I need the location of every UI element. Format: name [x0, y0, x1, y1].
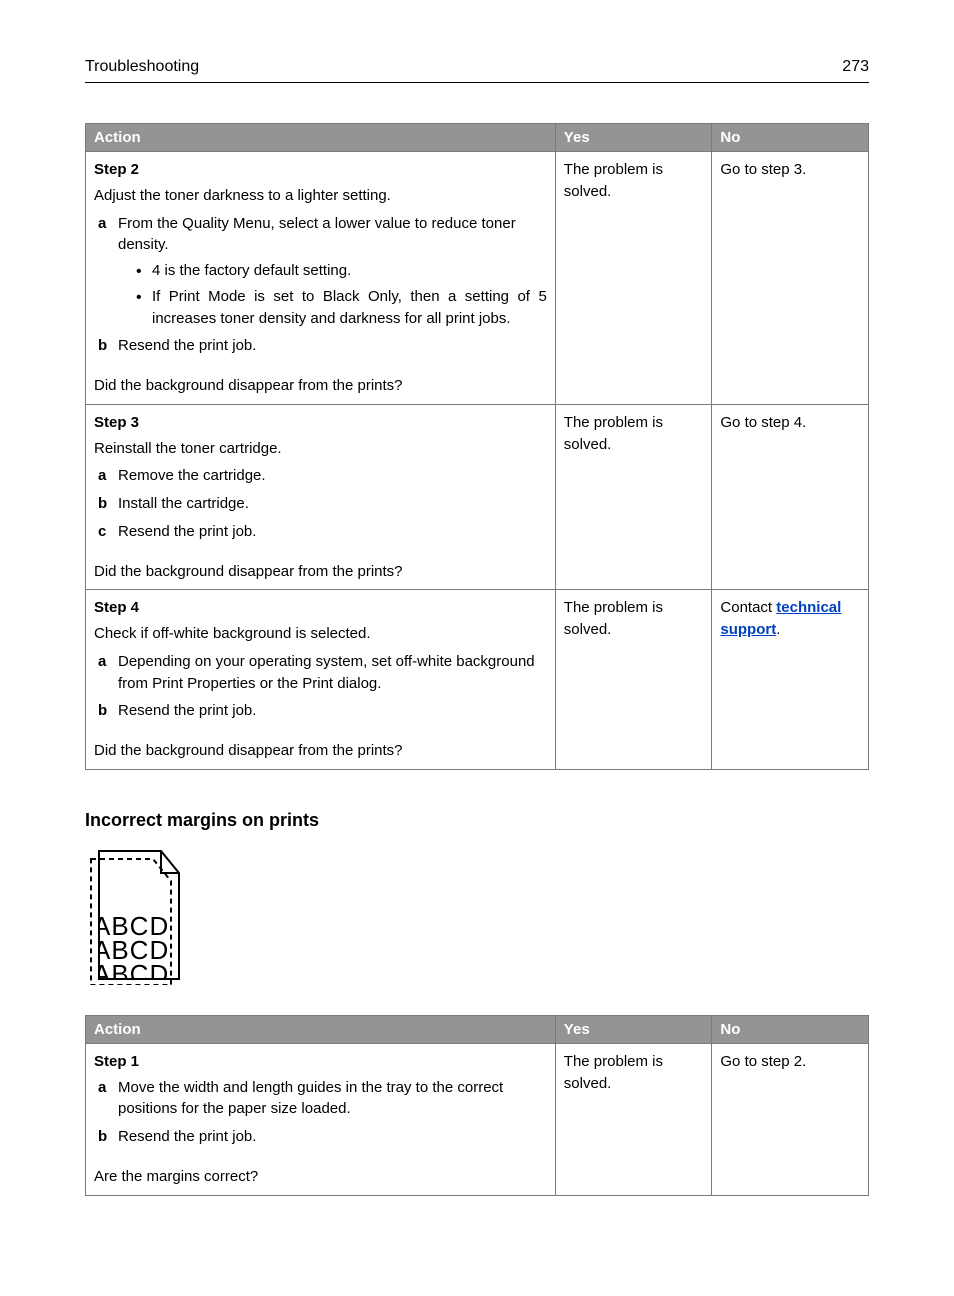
bullet-item: 4 is the factory default setting. [136, 260, 547, 282]
margins-diagram: ABCD ABCD ABCD [87, 845, 187, 985]
no-cell: Go to step 4. [712, 404, 869, 590]
list-text: From the Quality Menu, select a lower va… [118, 215, 516, 254]
column-header-yes: Yes [555, 1015, 712, 1043]
no-prefix: Contact [720, 599, 776, 616]
list-item: b Resend the print job. [94, 1126, 547, 1148]
no-cell: Go to step 3. [712, 152, 869, 405]
list-item: a Move the width and length guides in th… [94, 1077, 547, 1121]
step-question: Are the margins correct? [94, 1166, 547, 1188]
step-list: a Move the width and length guides in th… [94, 1077, 547, 1148]
list-marker: b [98, 1126, 107, 1148]
column-header-yes: Yes [555, 124, 712, 152]
section-heading: Incorrect margins on prints [85, 810, 869, 831]
list-marker: a [98, 651, 106, 673]
section-title: Troubleshooting [85, 58, 199, 76]
list-item: b Install the cartridge. [94, 493, 547, 515]
step-title: Step 4 [94, 597, 547, 619]
yes-cell: The problem is solved. [555, 1043, 712, 1195]
list-marker: c [98, 521, 106, 543]
step-title: Step 3 [94, 412, 547, 434]
step-list: a From the Quality Menu, select a lower … [94, 213, 547, 358]
list-text: Resend the print job. [118, 337, 256, 354]
list-item: a From the Quality Menu, select a lower … [94, 213, 547, 330]
troubleshooting-table-2: Action Yes No Step 1 a Move the width an… [85, 1015, 869, 1196]
table-row: Step 2 Adjust the toner darkness to a li… [86, 152, 869, 405]
list-text: Resend the print job. [118, 1128, 256, 1145]
list-item: b Resend the print job. [94, 700, 547, 722]
step-intro: Reinstall the toner cartridge. [94, 438, 547, 460]
step-intro: Check if off-white background is selecte… [94, 623, 547, 645]
page-header: Troubleshooting 273 [85, 58, 869, 83]
yes-cell: The problem is solved. [555, 152, 712, 405]
list-marker: b [98, 493, 107, 515]
list-item: a Depending on your operating system, se… [94, 651, 547, 695]
troubleshooting-table-1: Action Yes No Step 2 Adjust the toner da… [85, 123, 869, 770]
table-row: Step 3 Reinstall the toner cartridge. a … [86, 404, 869, 590]
column-header-no: No [712, 124, 869, 152]
list-item: c Resend the print job. [94, 521, 547, 543]
step-list: a Depending on your operating system, se… [94, 651, 547, 722]
step-question: Did the background disappear from the pr… [94, 740, 547, 762]
list-marker: a [98, 213, 106, 235]
step-intro: Adjust the toner darkness to a lighter s… [94, 185, 547, 207]
list-marker: b [98, 700, 107, 722]
list-marker: a [98, 465, 106, 487]
action-cell: Step 2 Adjust the toner darkness to a li… [86, 152, 556, 405]
step-list: a Remove the cartridge. b Install the ca… [94, 465, 547, 542]
column-header-no: No [712, 1015, 869, 1043]
yes-cell: The problem is solved. [555, 404, 712, 590]
list-marker: a [98, 1077, 106, 1099]
list-item: a Remove the cartridge. [94, 465, 547, 487]
bullet-list: 4 is the factory default setting. If Pri… [118, 260, 547, 329]
no-cell: Contact technical support. [712, 590, 869, 770]
step-title: Step 2 [94, 159, 547, 181]
list-marker: b [98, 335, 107, 357]
list-text: Move the width and length guides in the … [118, 1079, 503, 1118]
table-row: Step 1 a Move the width and length guide… [86, 1043, 869, 1195]
action-cell: Step 3 Reinstall the toner cartridge. a … [86, 404, 556, 590]
page-container: Troubleshooting 273 Action Yes No Step 2… [0, 0, 954, 1296]
list-text: Resend the print job. [118, 702, 256, 719]
yes-cell: The problem is solved. [555, 590, 712, 770]
table-row: Step 4 Check if off-white background is … [86, 590, 869, 770]
list-text: Depending on your operating system, set … [118, 653, 535, 692]
action-cell: Step 4 Check if off-white background is … [86, 590, 556, 770]
action-cell: Step 1 a Move the width and length guide… [86, 1043, 556, 1195]
step-question: Did the background disappear from the pr… [94, 561, 547, 583]
no-suffix: . [776, 621, 780, 638]
column-header-action: Action [86, 124, 556, 152]
bullet-item: If Print Mode is set to Black Only, then… [136, 286, 547, 330]
step-title: Step 1 [94, 1051, 547, 1073]
list-text: Resend the print job. [118, 523, 256, 540]
list-text: Remove the cartridge. [118, 467, 266, 484]
list-text: Install the cartridge. [118, 495, 249, 512]
no-cell: Go to step 2. [712, 1043, 869, 1195]
column-header-action: Action [86, 1015, 556, 1043]
step-question: Did the background disappear from the pr… [94, 375, 547, 397]
page-number: 273 [842, 58, 869, 76]
list-item: b Resend the print job. [94, 335, 547, 357]
diagram-text-line: ABCD [93, 959, 169, 985]
